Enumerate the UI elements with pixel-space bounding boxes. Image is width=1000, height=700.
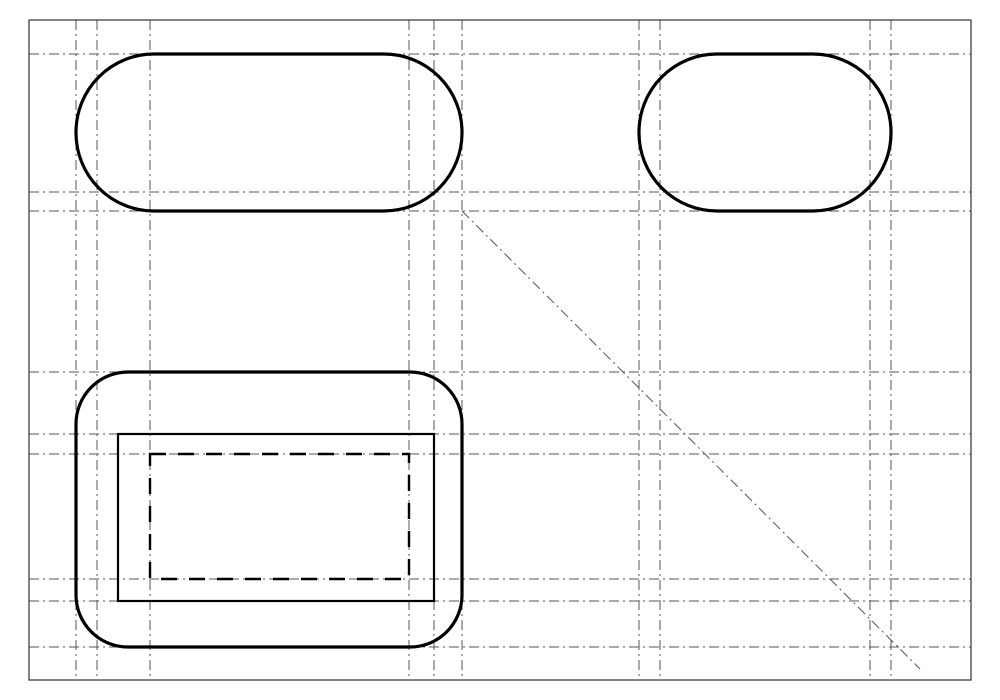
technical-drawing (0, 0, 1000, 700)
